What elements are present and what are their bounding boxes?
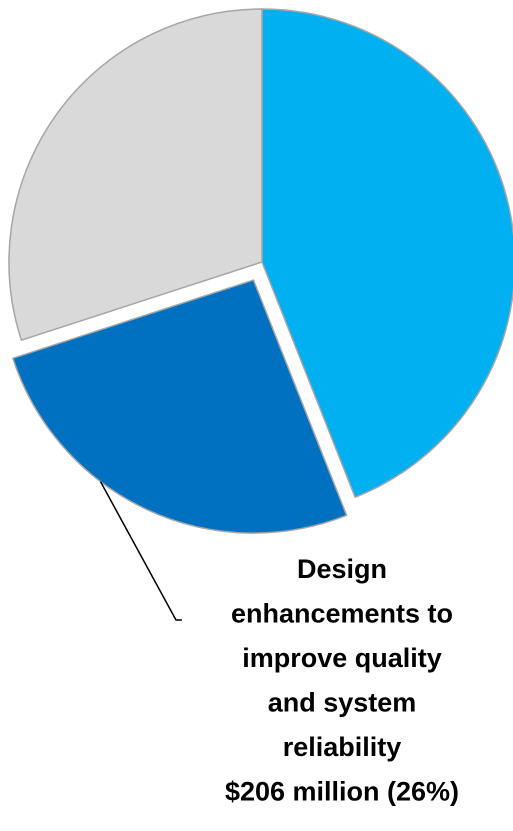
pie-slice-2	[12, 279, 348, 534]
pie-slice-3	[8, 8, 263, 341]
slice-label-2: Design enhancements to improve quality and …	[225, 554, 459, 807]
slice-label-line: reliability	[283, 732, 402, 762]
slice-labels: Design enhancements to improve quality and …	[225, 554, 459, 807]
slice-label-line: improve quality	[242, 643, 442, 673]
pie-slice-1	[261, 8, 513, 498]
slice-label-line: and system	[268, 688, 417, 718]
slice-label-line: $206 million (26%)	[225, 777, 459, 807]
leader-line-slice-2	[99, 481, 182, 621]
slice-label-line: enhancements to	[231, 599, 453, 629]
pie-slices	[8, 8, 513, 534]
leader-lines	[99, 481, 182, 621]
slice-label-line: Design	[297, 554, 387, 584]
